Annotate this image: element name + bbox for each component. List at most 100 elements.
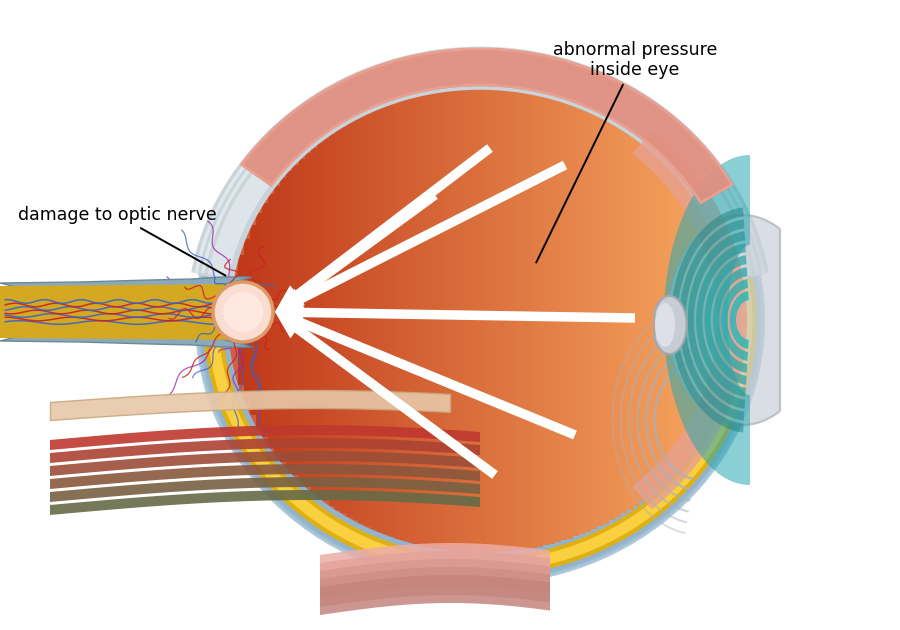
Bar [619,127,627,513]
Polygon shape [294,144,493,299]
Ellipse shape [200,60,760,580]
Polygon shape [730,291,749,349]
Ellipse shape [228,88,732,552]
Ellipse shape [196,56,764,584]
Bar [698,203,706,437]
Polygon shape [303,307,635,323]
Bar [450,89,458,551]
Bar [250,225,258,415]
Bar [686,186,694,454]
Polygon shape [664,155,750,485]
Bar [389,103,398,536]
Bar [408,98,416,542]
Bar [528,93,536,547]
Ellipse shape [196,57,763,583]
Bar [644,144,652,496]
Bar [510,89,518,551]
Ellipse shape [196,56,764,584]
Bar [673,171,682,469]
Bar [583,108,591,532]
Bar [474,88,482,552]
Ellipse shape [197,57,763,583]
Ellipse shape [199,59,760,581]
Bar [419,94,428,545]
Bar [359,117,367,524]
Ellipse shape [199,59,761,581]
Ellipse shape [196,56,764,584]
Bar [480,88,489,552]
Bar [522,91,531,549]
Bar [535,93,543,546]
Bar [304,154,313,486]
Ellipse shape [201,61,760,579]
Bar [650,148,658,492]
Bar [371,111,380,529]
Ellipse shape [195,55,765,585]
Ellipse shape [199,59,761,581]
Bar [280,178,289,462]
Bar [559,100,567,541]
Polygon shape [241,49,732,202]
Bar [346,123,356,517]
Ellipse shape [196,57,763,583]
Ellipse shape [195,55,765,585]
Polygon shape [275,286,305,312]
Bar [383,106,392,534]
Bar [286,171,294,469]
Polygon shape [298,161,567,304]
Bar [310,148,319,492]
Bar [631,134,640,505]
Ellipse shape [200,60,760,580]
Ellipse shape [201,60,760,580]
Bar [607,120,616,520]
Bar [710,225,718,415]
Polygon shape [275,301,303,324]
Bar [353,120,361,520]
Polygon shape [0,284,248,340]
Circle shape [223,292,263,332]
Bar [492,88,500,552]
Bar [546,96,554,544]
Bar [571,103,579,536]
Polygon shape [633,131,747,509]
Polygon shape [294,325,498,479]
Bar [455,89,464,551]
Polygon shape [275,312,304,338]
Bar [486,88,494,552]
Polygon shape [668,215,780,425]
Ellipse shape [201,61,759,579]
Ellipse shape [200,60,760,580]
Polygon shape [680,219,744,421]
Bar [577,106,585,534]
Bar [256,214,265,427]
Bar [613,123,621,517]
Bar [662,159,670,481]
Ellipse shape [195,55,765,585]
Polygon shape [275,311,305,334]
Bar [268,194,276,446]
Bar [564,101,573,539]
Bar [468,88,476,552]
Bar [395,101,403,539]
Ellipse shape [199,59,760,581]
Ellipse shape [197,57,762,583]
Bar [262,203,271,437]
Polygon shape [696,243,746,397]
Bar [462,89,470,551]
Bar [328,134,337,505]
Bar [317,144,325,496]
Polygon shape [275,289,305,312]
Bar [299,159,307,481]
Bar [444,91,452,549]
Circle shape [213,282,273,342]
Bar [323,139,331,501]
Polygon shape [299,318,577,439]
Polygon shape [705,255,747,385]
Ellipse shape [195,55,764,584]
Bar [341,127,349,513]
Bar [692,194,700,446]
Ellipse shape [198,58,762,582]
Bar [365,113,374,527]
Ellipse shape [201,60,760,580]
Bar [595,113,603,527]
